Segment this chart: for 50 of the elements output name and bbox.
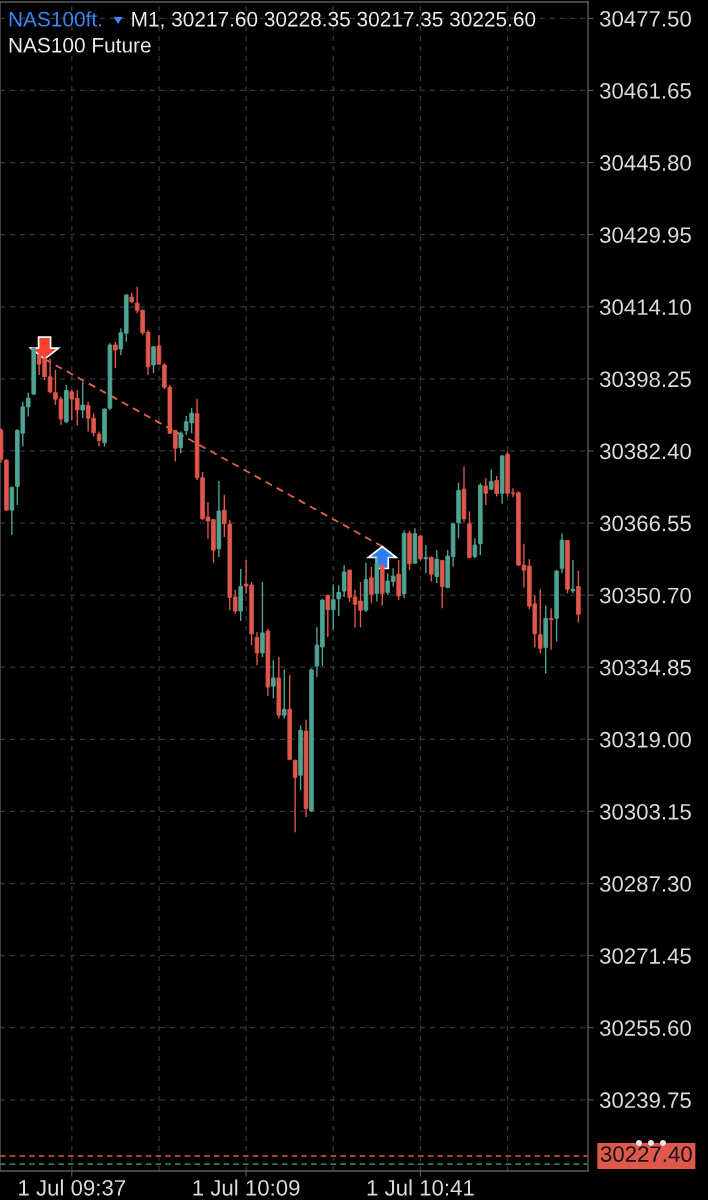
- y-tick-label: 30287.30: [599, 876, 691, 892]
- candlestick: [271, 659, 276, 700]
- y-tick-label: 30429.95: [599, 227, 691, 243]
- y-tick-label: 30255.60: [599, 1020, 691, 1036]
- y-tick-label: 30398.25: [599, 371, 691, 388]
- candlestick: [537, 588, 543, 655]
- chart-title: NAS100ft.: [9, 11, 102, 27]
- candlestick: [151, 345, 156, 374]
- y-tick-label: 30319.00: [599, 731, 691, 748]
- candlestick: [570, 559, 576, 595]
- candlestick: [483, 477, 489, 506]
- ref-line-label: 30227.40: [600, 1146, 692, 1162]
- y-tick-label: 30239.75: [599, 1092, 691, 1109]
- candlestick: [341, 564, 347, 598]
- y-tick-label: 30271.45: [599, 948, 691, 964]
- y-tick-label: 30461.65: [599, 83, 691, 99]
- candlestick: [336, 584, 341, 617]
- annotation: NAS100 Future: [9, 37, 151, 53]
- candlestick: [369, 566, 374, 604]
- candlestick: [330, 583, 336, 631]
- candlestick: [325, 594, 331, 638]
- candlestick: [222, 494, 227, 538]
- y-tick-label: 30445.80: [599, 155, 691, 171]
- candlestick: [423, 544, 429, 575]
- candlestick: [281, 669, 287, 720]
- y-tick-label: 30334.85: [599, 659, 691, 676]
- y-tick-label: 30303.15: [599, 803, 691, 820]
- candlestick: [260, 581, 265, 658]
- x-tick-label: 1 Jul 09:37: [19, 1179, 126, 1196]
- candlestick: [9, 485, 15, 536]
- y-tick-label: 30366.55: [599, 515, 691, 532]
- candlestick: [548, 607, 554, 651]
- candlestick: [254, 631, 260, 666]
- y-tick-label: 30350.70: [599, 587, 691, 604]
- y-tick-label: 30382.40: [599, 443, 691, 460]
- y-tick-label: 30477.50: [599, 10, 691, 27]
- x-tick-label: 1 Jul 10:41: [367, 1179, 474, 1196]
- candlestick: [472, 537, 478, 559]
- candlestick: [178, 430, 184, 454]
- candlestick: [418, 533, 423, 562]
- candlestick: [80, 381, 85, 419]
- candlestick: [292, 759, 298, 833]
- candlestick: [429, 555, 434, 583]
- chart-subtitle: M1, 30217.60 30228.35 30217.35 30225.60: [132, 11, 536, 30]
- candlestick: [494, 475, 499, 498]
- candlestick: [434, 549, 440, 585]
- y-tick-label: 30414.10: [599, 299, 691, 316]
- candlestick: [113, 341, 118, 369]
- x-tick-label: 1 Jul 10:09: [193, 1179, 300, 1196]
- candlestick: [396, 559, 401, 601]
